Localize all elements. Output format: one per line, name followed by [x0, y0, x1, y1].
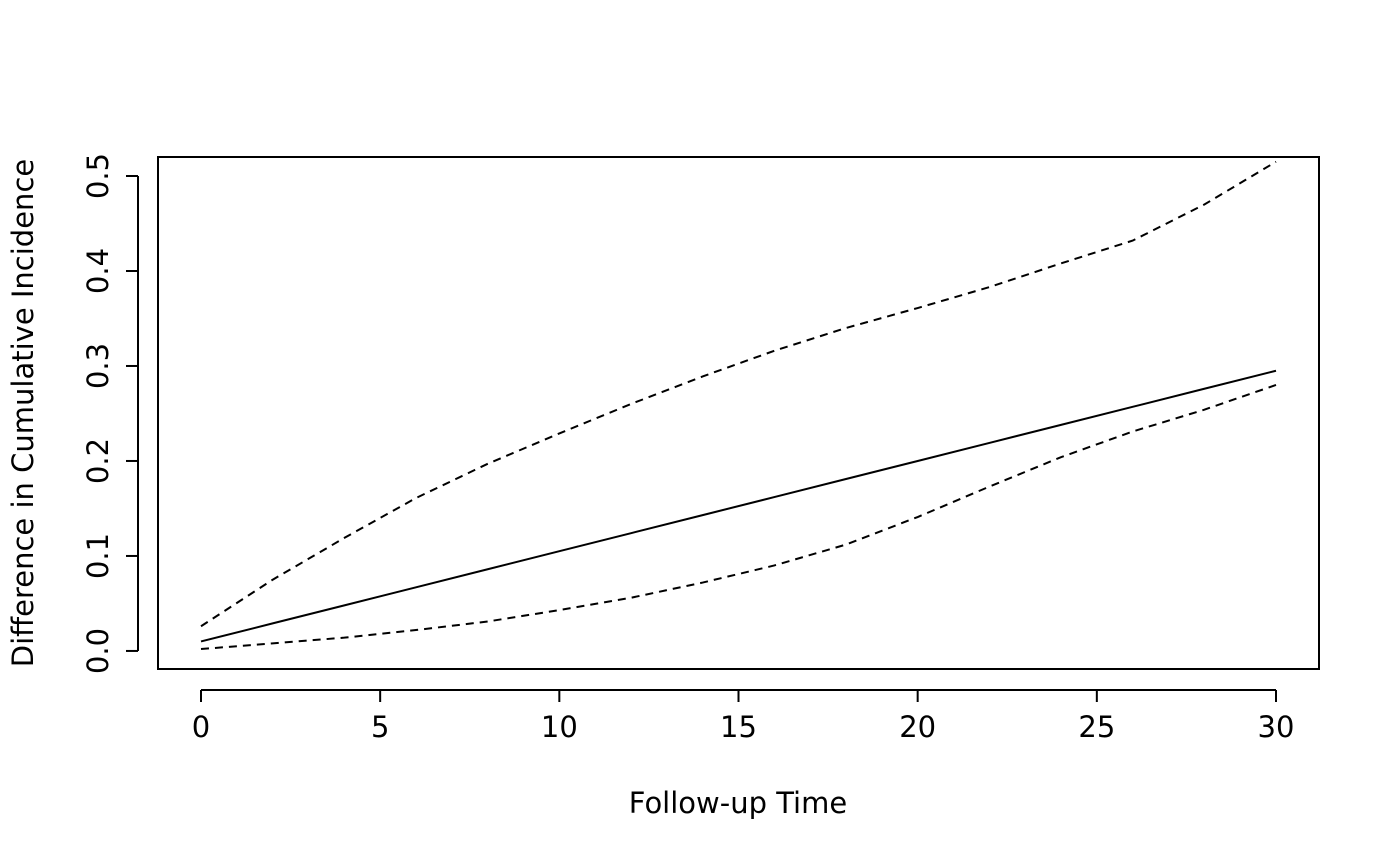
- y-tick-label: 0.0: [81, 628, 115, 674]
- y-tick-label: 0.4: [81, 248, 115, 294]
- y-tick-label: 0.2: [81, 438, 115, 484]
- x-tick-label: 10: [541, 710, 578, 744]
- x-tick-label: 25: [1078, 710, 1115, 744]
- y-tick-label: 0.5: [81, 153, 115, 199]
- x-tick-label: 20: [899, 710, 936, 744]
- x-tick-label: 15: [720, 710, 757, 744]
- series-line: [200, 369, 1277, 643]
- series-line: [200, 384, 1277, 651]
- y-tick-label: 0.1: [81, 533, 115, 579]
- x-tick-label: 30: [1258, 710, 1295, 744]
- y-axis-label: Difference in Cumulative Incidence: [6, 159, 40, 667]
- x-tick-label: 0: [192, 710, 210, 744]
- y-tick-label: 0.3: [81, 343, 115, 389]
- plot-box: [157, 156, 1320, 670]
- x-axis-label: Follow-up Time: [629, 786, 847, 820]
- x-tick-label: 5: [371, 710, 389, 744]
- series-line: [200, 160, 1277, 628]
